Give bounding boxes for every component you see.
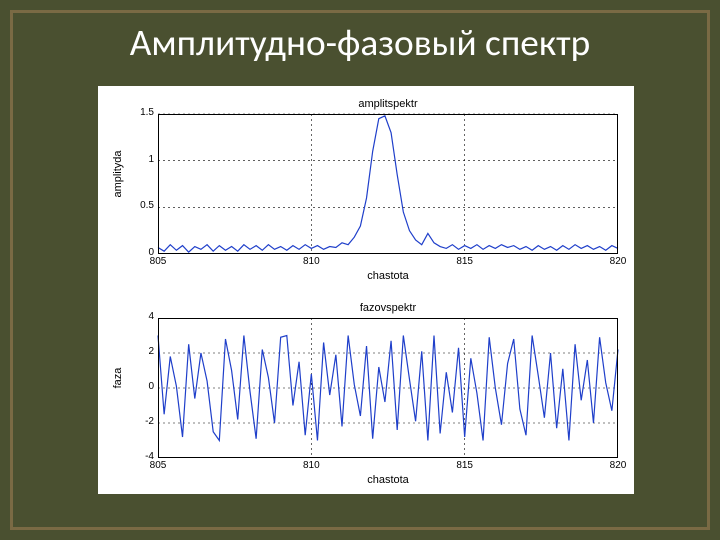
plot-phase-xlabel: chastota xyxy=(158,474,618,486)
plot-amplitude-ylabel: amplityda xyxy=(112,134,124,214)
ytick-label: -4 xyxy=(124,451,154,462)
xtick-label: 815 xyxy=(450,256,480,267)
plot-phase-title: fazovspektr xyxy=(158,302,618,314)
xtick-label: 820 xyxy=(603,460,633,471)
ytick-label: 2 xyxy=(124,346,154,357)
slide-title: Амплитудно-фазовый спектр xyxy=(0,20,720,66)
ytick-label: 0 xyxy=(124,247,154,258)
xtick-label: 810 xyxy=(296,256,326,267)
slide: Амплитудно-фазовый спектр 80581081582000… xyxy=(0,0,720,540)
ytick-label: -2 xyxy=(124,416,154,427)
ytick-label: 0 xyxy=(124,381,154,392)
plot-amplitude: 80581081582000.511.5amplitspektrchastota… xyxy=(158,114,618,254)
xtick-label: 815 xyxy=(450,460,480,471)
chart-area: 80581081582000.511.5amplitspektrchastota… xyxy=(98,86,634,494)
plot-amplitude-box xyxy=(158,114,618,254)
plot-amplitude-title: amplitspektr xyxy=(158,98,618,110)
xtick-label: 820 xyxy=(603,256,633,267)
plot-phase-ylabel: faza xyxy=(112,338,124,418)
plot-phase: 805810815820-4-2024fazovspektrchastotafa… xyxy=(158,318,618,458)
ytick-label: 0.5 xyxy=(124,200,154,211)
ytick-label: 1.5 xyxy=(124,107,154,118)
plot-phase-box xyxy=(158,318,618,458)
ytick-label: 1 xyxy=(124,154,154,165)
plot-amplitude-xlabel: chastota xyxy=(158,270,618,282)
xtick-label: 810 xyxy=(296,460,326,471)
ytick-label: 4 xyxy=(124,311,154,322)
